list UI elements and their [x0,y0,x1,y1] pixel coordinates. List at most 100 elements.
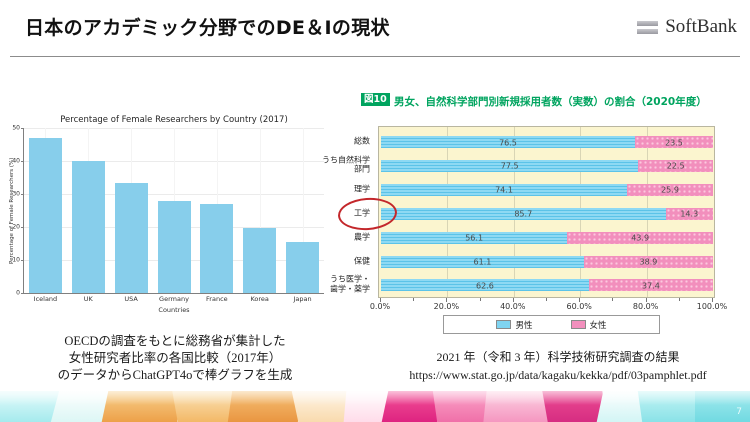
right-chart-xtick-label: 80.0% [632,302,659,311]
right-chart-xtick-label: 100.0% [696,302,728,311]
bar-segment-male [381,279,589,292]
bar-segment-female [634,136,713,148]
footer-sheen [0,391,750,405]
bar-segment-male [381,231,568,244]
legend-swatch-icon [496,320,512,329]
caption-line: 2021 年（令和 3 年）科学技術研究調査の結果 [436,350,680,364]
left-chart-vgridline [259,128,261,293]
right-chart-xtick-label: 20.0% [433,302,460,311]
bar-uk [71,161,105,293]
left-chart-xtick-label: UK [83,295,93,303]
softbank-logo-text: SoftBank [665,16,737,37]
right-chart-xtick-mark [479,298,481,301]
legend-item-male: 男性 [496,319,533,331]
bar-segment-female [665,207,713,220]
bar-segment-male [381,136,635,148]
right-chart-xtick-mark [546,298,547,301]
left-chart-xtick-label: Korea [250,295,269,303]
slide-title: 日本のアカデミック分野でのDE＆Iの現状 [25,17,390,39]
right-chart-legend: 男性 女性 [443,315,660,334]
bar-usa [114,182,148,293]
left-chart: Percentage of Female Researchers by Coun… [8,112,340,314]
legend-label: 男性 [515,320,533,331]
bar-value-male: 61.1 [473,257,492,267]
bar-segment-female [567,231,713,244]
left-chart-plot: Countries 0 10 20 30 40 50 Iceland UK USA Germany… [12,125,324,314]
caption-line source-url: https://www.stat.go.jp/data/kagaku/kekka… [409,367,707,382]
bar-segment-male [381,207,666,220]
left-chart-ytick-mark [21,293,24,294]
bar-value-female: 37.4 [642,281,660,291]
header-divider [10,56,740,57]
bar-value-female: 25.9 [661,185,679,195]
right-chart-category-label: 理学 [354,184,370,194]
right-chart-xtick-label: 40.0% [500,302,526,311]
left-chart-ylabel: Percentage of Female Researchers (%) [9,157,15,264]
right-chart-category-labels: 総数 うち自然科学 部門 理学 工学 農学 保健 うち医学・ 歯学・薬学 [296,126,374,298]
right-chart-category-label: うち自然科学 部門 [322,155,370,174]
bar-value-female: 22.5 [666,161,685,171]
figure-number-badge: 図10 [361,93,390,106]
bar-value-female: 43.9 [631,233,650,243]
bar-segment-male [381,255,584,268]
bar-segment-male [381,159,639,172]
page-number: 7 [736,407,742,417]
left-chart-ytick-mark [21,128,24,129]
right-chart-xtick-mark [380,298,381,302]
bar-iceland [28,137,62,293]
right-chart-caption: 2021 年（令和 3 年）科学技術研究調査の結果 https://www.st… [372,349,744,384]
right-chart-xtick-label: 0.0% [369,302,391,311]
left-chart-ytick-label: 50 [12,124,20,132]
right-chart-xaxis: 0.0% 20.0% 40.0% 60.0% 80.0% 100.0% [370,298,727,312]
right-chart-category-label: 工学 [354,207,370,217]
bar-value-male: 74.1 [495,185,513,195]
right-chart-plot: 76.5 23.5 77.5 22.5 74.1 25.9 85.7 14.3 56.1 43.9… [378,126,715,298]
right-chart-xtick-label: 60.0% [566,302,592,311]
bar-value-female: 23.5 [665,138,683,147]
right-chart-title: 男女、自然科学部門別新規採用者数（実数）の割合（2020年度） [394,96,707,108]
left-chart-title: Percentage of Female Researchers by Coun… [60,115,288,125]
right-chart-xtick-mark [678,298,680,301]
logo-bar [637,28,659,34]
left-chart-ytick-label: 40 [12,157,20,165]
left-chart-ytick-label: 20 [12,223,20,231]
bar-korea [243,228,277,293]
left-chart-ytick-mark [21,260,24,261]
bar-value-male: 62.6 [476,281,494,291]
bar-value-male: 85.7 [514,209,533,219]
right-chart-category-label: うち医学・ 歯学・薬学 [330,274,370,294]
right-chart-xtick-mark [612,298,614,301]
legend-label: 女性 [589,320,607,331]
bar-germany [157,200,191,293]
right-chart-xtick-mark [712,298,713,302]
left-chart-vgridline [302,128,304,293]
left-chart-caption: OECDの調査をもとに総務省が集計した 女性研究者比率の各国比較（2017年） … [10,333,340,384]
left-chart-xtick-label: France [206,295,228,303]
right-chart-xtick-mark [579,298,581,302]
bar-value-female: 38.9 [639,257,658,267]
left-chart-xlabel: Countries [158,306,190,314]
legend-swatch-icon [570,320,586,329]
right-chart-xtick-mark [645,298,647,302]
softbank-logo: SoftBank [637,16,737,38]
bar-value-female: 14.3 [680,209,699,219]
right-chart-category-label: 保健 [354,255,370,265]
left-chart-ytick-mark [21,194,24,195]
left-chart-ytick-mark [21,161,24,162]
bar-segment-female [583,255,713,268]
bar-segment-female [588,279,713,292]
softbank-logo-icon [637,20,659,34]
left-chart-ytick-label: 30 [12,190,20,198]
bar-value-male: 56.1 [465,233,484,243]
right-chart-xtick-mark [413,298,415,301]
right-chart-xtick-mark [512,298,514,302]
bar-segment-female [627,183,713,196]
caption-line: 女性研究者比率の各国比較（2017年） [68,351,282,365]
left-chart-ytick-label: 0 [16,289,20,297]
left-chart-xtick-label: USA [124,295,138,303]
left-chart-xtick-label: Germany [159,295,189,303]
decorative-footer-strip [0,391,750,422]
caption-line: OECDの調査をもとに総務省が集計した [64,334,286,348]
legend-item-female: 女性 [570,319,607,331]
bar-value-male: 77.5 [500,161,519,171]
